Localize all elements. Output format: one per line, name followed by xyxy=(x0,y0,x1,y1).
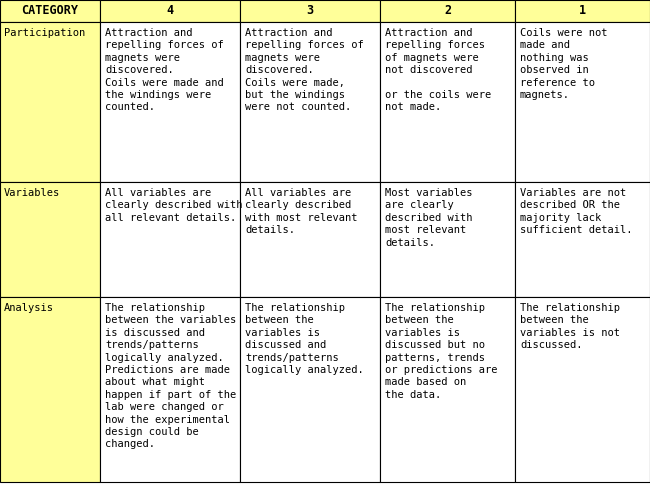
Text: The relationship
between the variables
is discussed and
trends/patterns
logicall: The relationship between the variables i… xyxy=(105,303,236,450)
Bar xyxy=(0,297,100,482)
Bar xyxy=(380,182,515,297)
Bar xyxy=(515,182,650,297)
Text: The relationship
between the
variables is not
discussed.: The relationship between the variables i… xyxy=(520,303,620,350)
Text: All variables are
clearly described with
all relevant details.: All variables are clearly described with… xyxy=(105,188,242,223)
Text: The relationship
between the
variables is
discussed but no
patterns, trends
or p: The relationship between the variables i… xyxy=(385,303,497,400)
Text: Analysis: Analysis xyxy=(4,303,54,313)
Text: All variables are
clearly described
with most relevant
details.: All variables are clearly described with… xyxy=(245,188,358,235)
Text: 3: 3 xyxy=(306,4,313,17)
Bar xyxy=(0,22,100,182)
Text: 1: 1 xyxy=(579,4,586,17)
Bar xyxy=(240,22,380,182)
Text: Attraction and
repelling forces
of magnets were
not discovered

or the coils wer: Attraction and repelling forces of magne… xyxy=(385,28,491,112)
Bar xyxy=(380,0,515,22)
Text: Most variables
are clearly
described with
most relevant
details.: Most variables are clearly described wit… xyxy=(385,188,473,247)
Bar xyxy=(100,182,240,297)
Bar xyxy=(380,297,515,482)
Bar xyxy=(0,182,100,297)
Text: 2: 2 xyxy=(444,4,451,17)
Bar xyxy=(240,0,380,22)
Text: Variables are not
described OR the
majority lack
sufficient detail.: Variables are not described OR the major… xyxy=(520,188,632,235)
Text: Participation: Participation xyxy=(4,28,85,38)
Text: Coils were not
made and
nothing was
observed in
reference to
magnets.: Coils were not made and nothing was obse… xyxy=(520,28,608,100)
Text: Attraction and
repelling forces of
magnets were
discovered.
Coils were made,
but: Attraction and repelling forces of magne… xyxy=(245,28,364,112)
Text: 4: 4 xyxy=(166,4,174,17)
Bar xyxy=(0,0,100,22)
Bar xyxy=(240,297,380,482)
Bar xyxy=(240,182,380,297)
Text: CATEGORY: CATEGORY xyxy=(21,4,79,17)
Text: The relationship
between the
variables is
discussed and
trends/patterns
logicall: The relationship between the variables i… xyxy=(245,303,364,375)
Text: Attraction and
repelling forces of
magnets were
discovered.
Coils were made and
: Attraction and repelling forces of magne… xyxy=(105,28,224,112)
Bar xyxy=(100,0,240,22)
Bar xyxy=(100,22,240,182)
Bar xyxy=(515,0,650,22)
Bar xyxy=(100,297,240,482)
Bar xyxy=(380,22,515,182)
Bar xyxy=(515,297,650,482)
Text: Variables: Variables xyxy=(4,188,60,198)
Bar xyxy=(515,22,650,182)
